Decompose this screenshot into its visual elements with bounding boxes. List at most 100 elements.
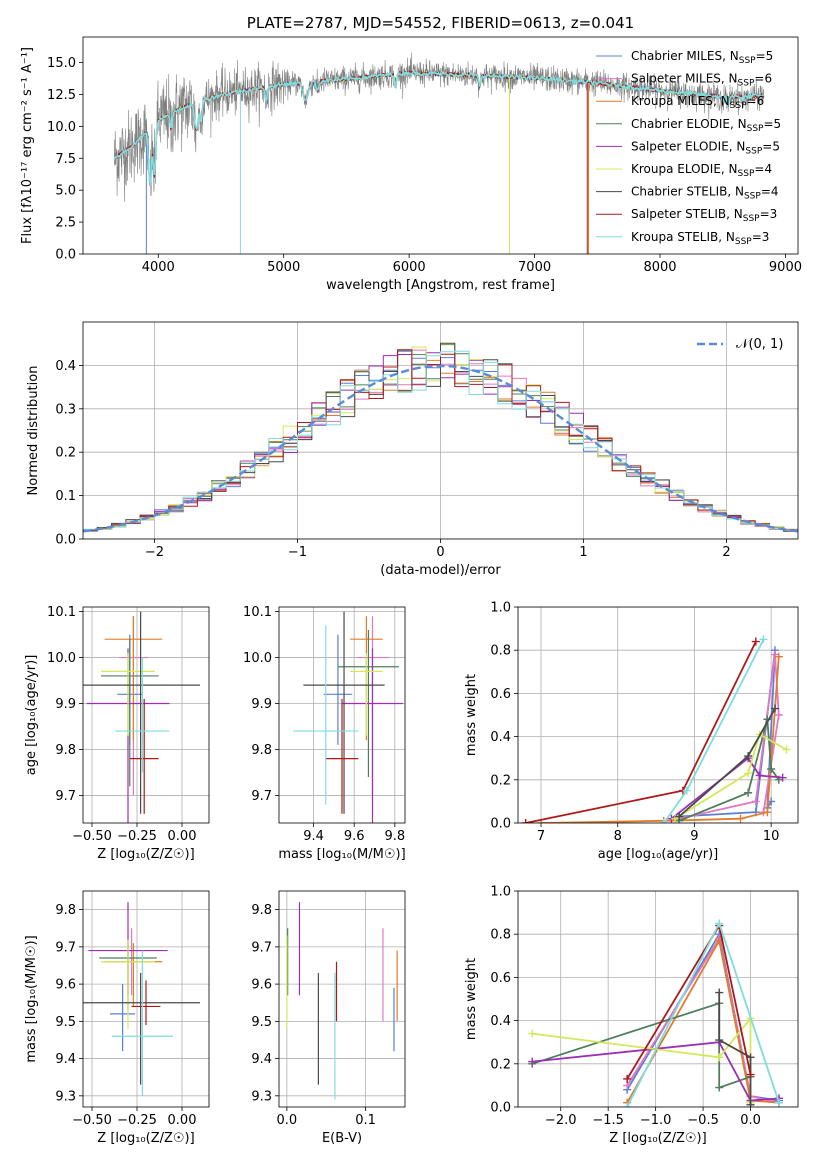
x-tick-label: 0.00 [168, 1113, 197, 1128]
y-tick-label: 10.0 [47, 651, 76, 666]
legend-entry-name: Salpeter MILES, N [631, 72, 738, 86]
error-bar-point [101, 639, 159, 787]
y-tick-label: 0.4 [490, 1014, 511, 1029]
y-tick-label: 9.8 [55, 743, 76, 758]
error-bar-point [293, 625, 359, 805]
error-bar-point [115, 657, 170, 773]
error-bar-point [323, 634, 353, 745]
x-axis-label: (data-model)/error [380, 563, 501, 578]
legend-entry-sub: SSP [744, 192, 761, 202]
plus-marker [746, 1053, 755, 1062]
legend-entry: Kroupa ELODIE, NSSP=4 [631, 162, 772, 179]
plus-marker [775, 1098, 784, 1107]
plus-marker [682, 786, 691, 795]
y-tick-label: 0.0 [55, 248, 76, 263]
y-tick-label: 9.7 [55, 789, 76, 804]
plus-marker [774, 711, 783, 719]
y-tick-label: 0.8 [490, 928, 511, 943]
y-tick-label: 0.8 [490, 644, 511, 659]
legend-entry-sub: SSP [745, 146, 762, 156]
plus-marker [744, 769, 753, 778]
plot-area-massweight_vs_Z [518, 891, 798, 1107]
plot-area-spectrum [113, 52, 765, 254]
axes-massweight_vs_age: 7 8 9 10 0.0 0.2 0.4 0.6 0.8 1.0 age [log₁₀(age/yr… [464, 601, 799, 862]
plus-marker [744, 788, 753, 797]
chart-title: PLATE=2787, MJD=54552, FIBERID=0613, z=0… [247, 14, 634, 32]
x-tick-label: 9.6 [344, 829, 365, 844]
y-tick-label: 0.6 [490, 687, 511, 702]
plot-area-age_vs_mass [279, 607, 405, 823]
y-tick-label: 1.0 [490, 885, 511, 900]
y-tick-label: 12.5 [47, 88, 76, 103]
normal-curve [83, 364, 798, 533]
plus-marker [736, 814, 745, 823]
plus-marker [759, 635, 768, 644]
x-tick-label: 8000 [643, 260, 676, 275]
x-tick-label: 0 [436, 545, 444, 560]
axes-frame [278, 890, 406, 1108]
legend-entry-name: Salpeter ELODIE, N [631, 139, 745, 153]
error-bar-point [325, 698, 359, 814]
x-tick-label: −0.5 [687, 1113, 719, 1128]
axes-spectrum: 4000 5000 6000 7000 8000 9000 0.0 2.5 5.0 7.5 10.0… [20, 14, 802, 293]
y-tick-label: 9.7 [251, 940, 272, 955]
axes-frame [82, 321, 799, 540]
legend-entry-name: Chabrier MILES, N [631, 49, 739, 63]
legend: 𝒩(0, 1) [697, 337, 783, 352]
mass-weight-series [626, 938, 780, 1104]
x-tick-label: 9.8 [384, 829, 405, 844]
y-tick-label: 9.6 [251, 978, 272, 993]
plot-area-age_vs_Z [83, 607, 209, 823]
y-tick-label: 9.8 [251, 743, 272, 758]
axes-age_vs_Z: −0.50 −0.25 0.00 9.7 9.8 9.9 10.0 10.1 Z [log₁₀(… [24, 605, 210, 862]
y-tick-label: 0.4 [55, 359, 76, 374]
plus-marker [746, 1100, 755, 1107]
legend-entry-count: =3 [760, 207, 778, 221]
legend-entry-count: =5 [762, 139, 780, 153]
legend-entry-sub: SSP [735, 237, 752, 247]
plus-marker [782, 745, 791, 754]
legend-entry-sub: SSP [743, 214, 760, 224]
plus-marker [770, 704, 779, 713]
error-bar-point [104, 616, 163, 741]
error-bar-point [131, 980, 161, 1026]
x-axis-label: Z [log₁₀(Z/Z☉)] [97, 1131, 194, 1146]
mass-weight-series [532, 1041, 780, 1102]
y-tick-label: 10.0 [47, 120, 76, 135]
y-tick-label: 9.4 [251, 1052, 272, 1067]
plus-marker [763, 808, 772, 817]
x-tick-label: 10 [763, 829, 780, 844]
plus-marker [774, 652, 783, 661]
y-tick-label: 9.7 [55, 940, 76, 955]
x-tick-label: −1.5 [592, 1113, 624, 1128]
axes-residuals: −2 −1 0 1 2 0.0 0.1 0.2 0.3 0.4 (data-model)/error… [26, 321, 799, 578]
legend-entry-count: =4 [761, 185, 779, 199]
histogram-series [83, 350, 798, 531]
legend-entry-count: =6 [754, 72, 772, 86]
legend-entry: Salpeter ELODIE, NSSP=5 [631, 139, 780, 156]
legend-entry: 𝒩(0, 1) [736, 337, 783, 352]
legend-entry: Chabrier MILES, NSSP=5 [631, 49, 773, 66]
plot-area-massweight_vs_age [518, 607, 798, 823]
mass-weight-series [532, 1015, 752, 1103]
y-tick-label: 0.0 [490, 1101, 511, 1116]
x-tick-label: 5000 [267, 260, 300, 275]
x-tick-label: 0.1 [355, 1113, 376, 1128]
legend-entry-name: Kroupa ELODIE, N [631, 162, 738, 176]
y-tick-label: 0.3 [55, 402, 76, 417]
y-tick-label: 9.9 [55, 697, 76, 712]
legend-entry-sub: SSP [738, 79, 755, 89]
x-axis-label: Z [log₁₀(Z/Z☉)] [97, 847, 194, 862]
legend-entry: Kroupa MILES, NSSP=6 [631, 94, 764, 111]
y-tick-label: 1.0 [490, 601, 511, 616]
x-tick-label: 0.0 [740, 1113, 761, 1128]
x-tick-label: −0.25 [117, 829, 157, 844]
legend-entry-name: Salpeter STELIB, N [631, 207, 743, 221]
plus-marker [715, 1053, 724, 1062]
x-tick-label: −0.50 [72, 829, 112, 844]
legend-entry: Chabrier STELIB, NSSP=4 [631, 185, 779, 202]
y-tick-label: 9.9 [251, 697, 272, 712]
y-tick-label: 9.3 [55, 1089, 76, 1104]
x-axis-label: E(B-V) [322, 1131, 362, 1146]
